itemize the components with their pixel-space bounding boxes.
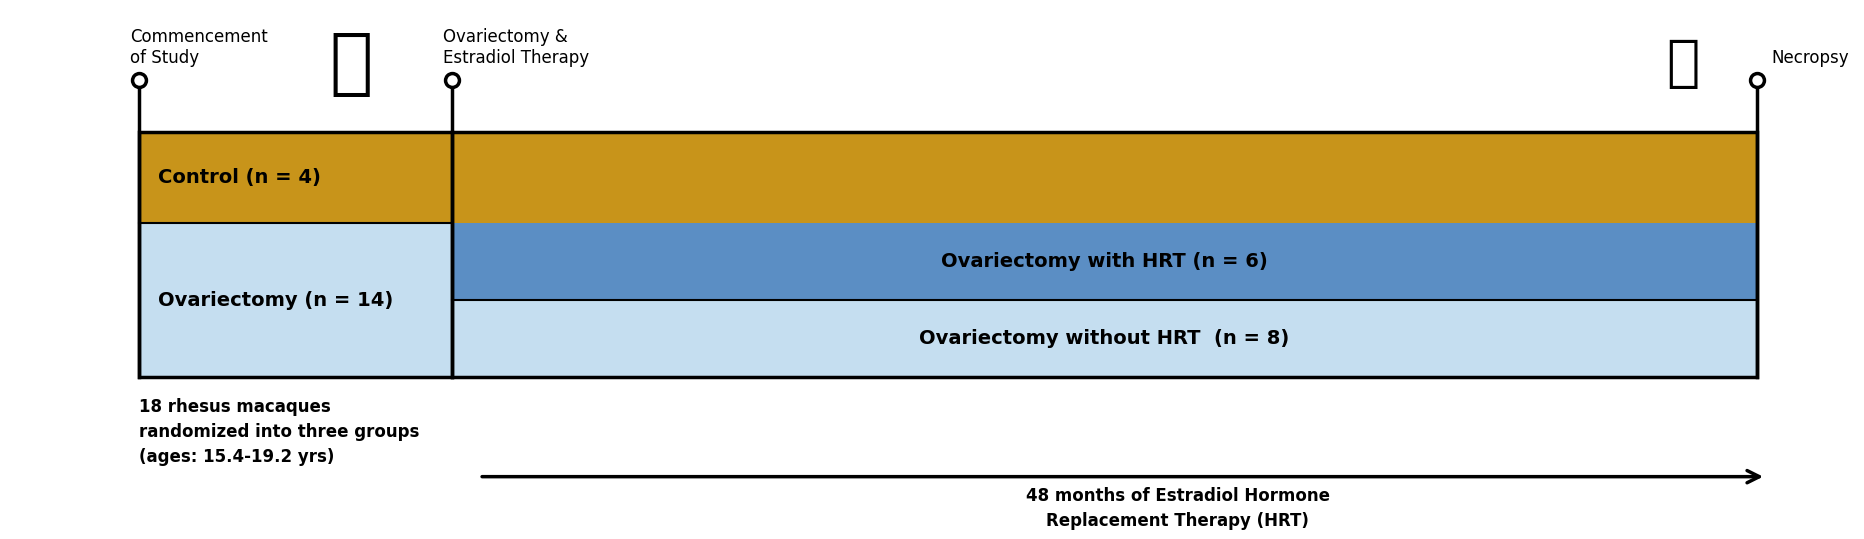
Text: 18 rhesus macaques
randomized into three groups
(ages: 15.4-19.2 yrs): 18 rhesus macaques randomized into three… [140, 398, 419, 466]
Text: 🧠: 🧠 [1666, 37, 1698, 91]
Text: Ovariectomy without HRT  (n = 8): Ovariectomy without HRT (n = 8) [919, 329, 1288, 348]
Text: 48 months of Estradiol Hormone
Replacement Therapy (HRT): 48 months of Estradiol Hormone Replaceme… [1025, 487, 1329, 530]
Text: Ovariectomy (n = 14): Ovariectomy (n = 14) [158, 291, 393, 309]
Text: Commencement
of Study: Commencement of Study [130, 28, 268, 67]
Bar [451, 223, 1756, 300]
Bar [140, 132, 1756, 377]
Text: Control (n = 4): Control (n = 4) [158, 168, 321, 187]
Text: 🐒: 🐒 [328, 30, 373, 99]
Text: Necropsy: Necropsy [1771, 49, 1847, 67]
Text: Ovariectomy with HRT (n = 6): Ovariectomy with HRT (n = 6) [939, 252, 1268, 271]
Bar [140, 132, 1756, 223]
Text: Ovariectomy &
Estradiol Therapy: Ovariectomy & Estradiol Therapy [442, 28, 589, 67]
Bar [451, 300, 1756, 377]
Bar [140, 223, 451, 377]
